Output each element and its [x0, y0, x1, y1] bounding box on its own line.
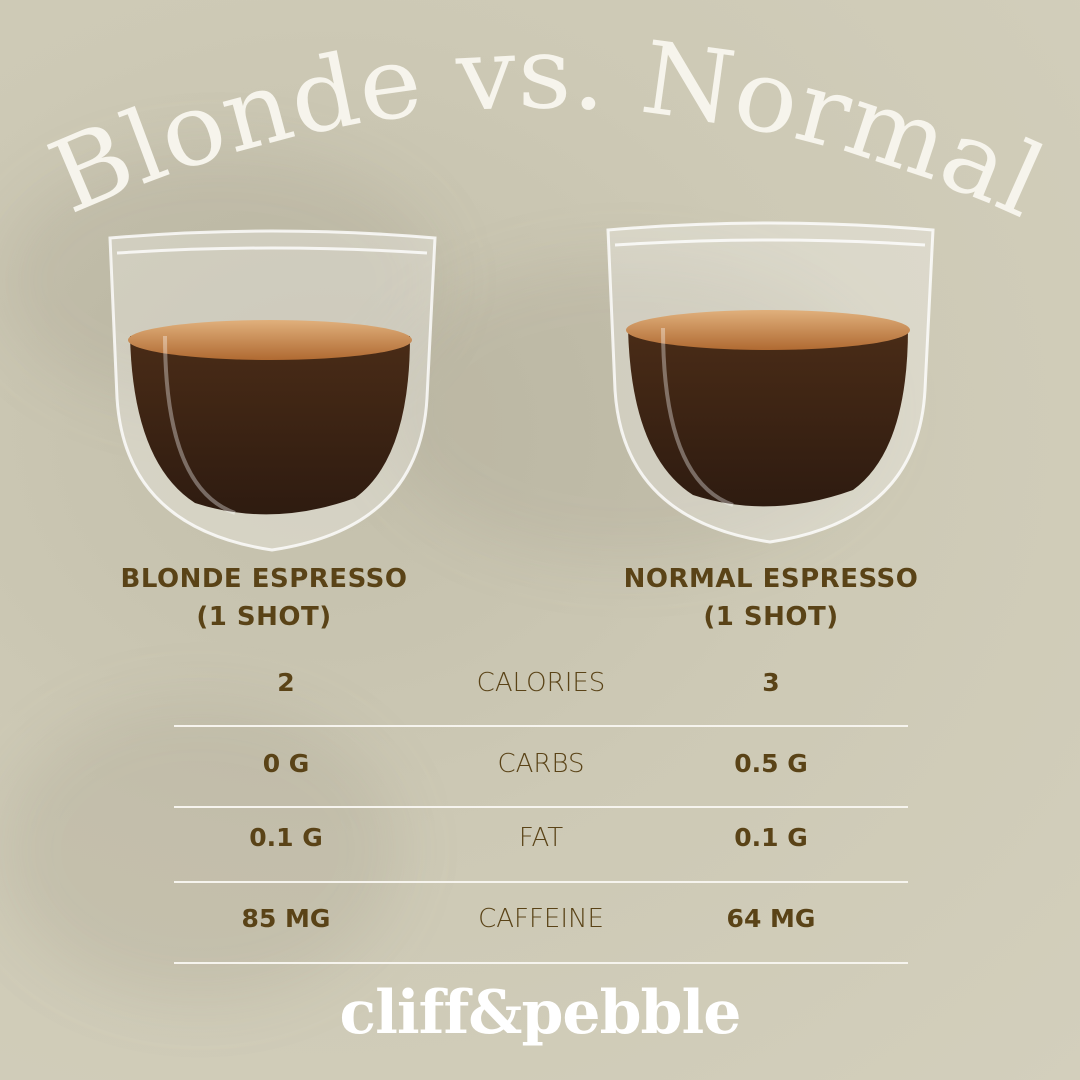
normal-value: 3 [762, 668, 780, 697]
blonde-value: 0 G [262, 749, 310, 778]
leaf-shadow [0, 700, 400, 1000]
svg-text:Blonde vs. Normal: Blonde vs. Normal [34, 14, 1061, 240]
blonde-espresso-label: BLONDE ESPRESSO (1 SHOT) [84, 560, 444, 636]
blonde-value: 2 [277, 668, 295, 697]
row-label: CALORIES [476, 668, 606, 698]
normal-value: 0.5 G [734, 749, 808, 778]
title-text: Blonde vs. Normal [34, 14, 1061, 240]
row-label: CAFFEINE [478, 904, 604, 934]
table-row: 0 G CARBS 0.5 G [174, 749, 908, 829]
divider [174, 881, 908, 883]
table-row: 0.1 G FAT 0.1 G [174, 823, 908, 903]
blonde-value: 85 MG [241, 904, 331, 933]
divider [174, 806, 908, 808]
espresso-glass-icon [108, 229, 437, 552]
brand-logo: cliff&pebble [339, 978, 742, 1048]
table-row: 85 MG CAFFEINE 64 MG [174, 904, 908, 984]
divider [174, 962, 908, 964]
column-name: NORMAL ESPRESSO [623, 564, 919, 594]
normal-espresso-label: NORMAL ESPRESSO (1 SHOT) [591, 560, 951, 636]
page-title: Blonde vs. Normal [34, 14, 1061, 240]
normal-value: 0.1 G [734, 823, 808, 852]
divider [174, 725, 908, 727]
espresso-glass-icon [606, 221, 935, 544]
row-label: CARBS [497, 749, 585, 779]
normal-value: 64 MG [726, 904, 816, 933]
column-name: BLONDE ESPRESSO [120, 564, 408, 594]
table-row: 2 CALORIES 3 [174, 668, 908, 748]
blonde-value: 0.1 G [249, 823, 323, 852]
column-serving: (1 SHOT) [703, 602, 839, 632]
row-label: FAT [518, 823, 564, 853]
column-serving: (1 SHOT) [196, 602, 332, 632]
